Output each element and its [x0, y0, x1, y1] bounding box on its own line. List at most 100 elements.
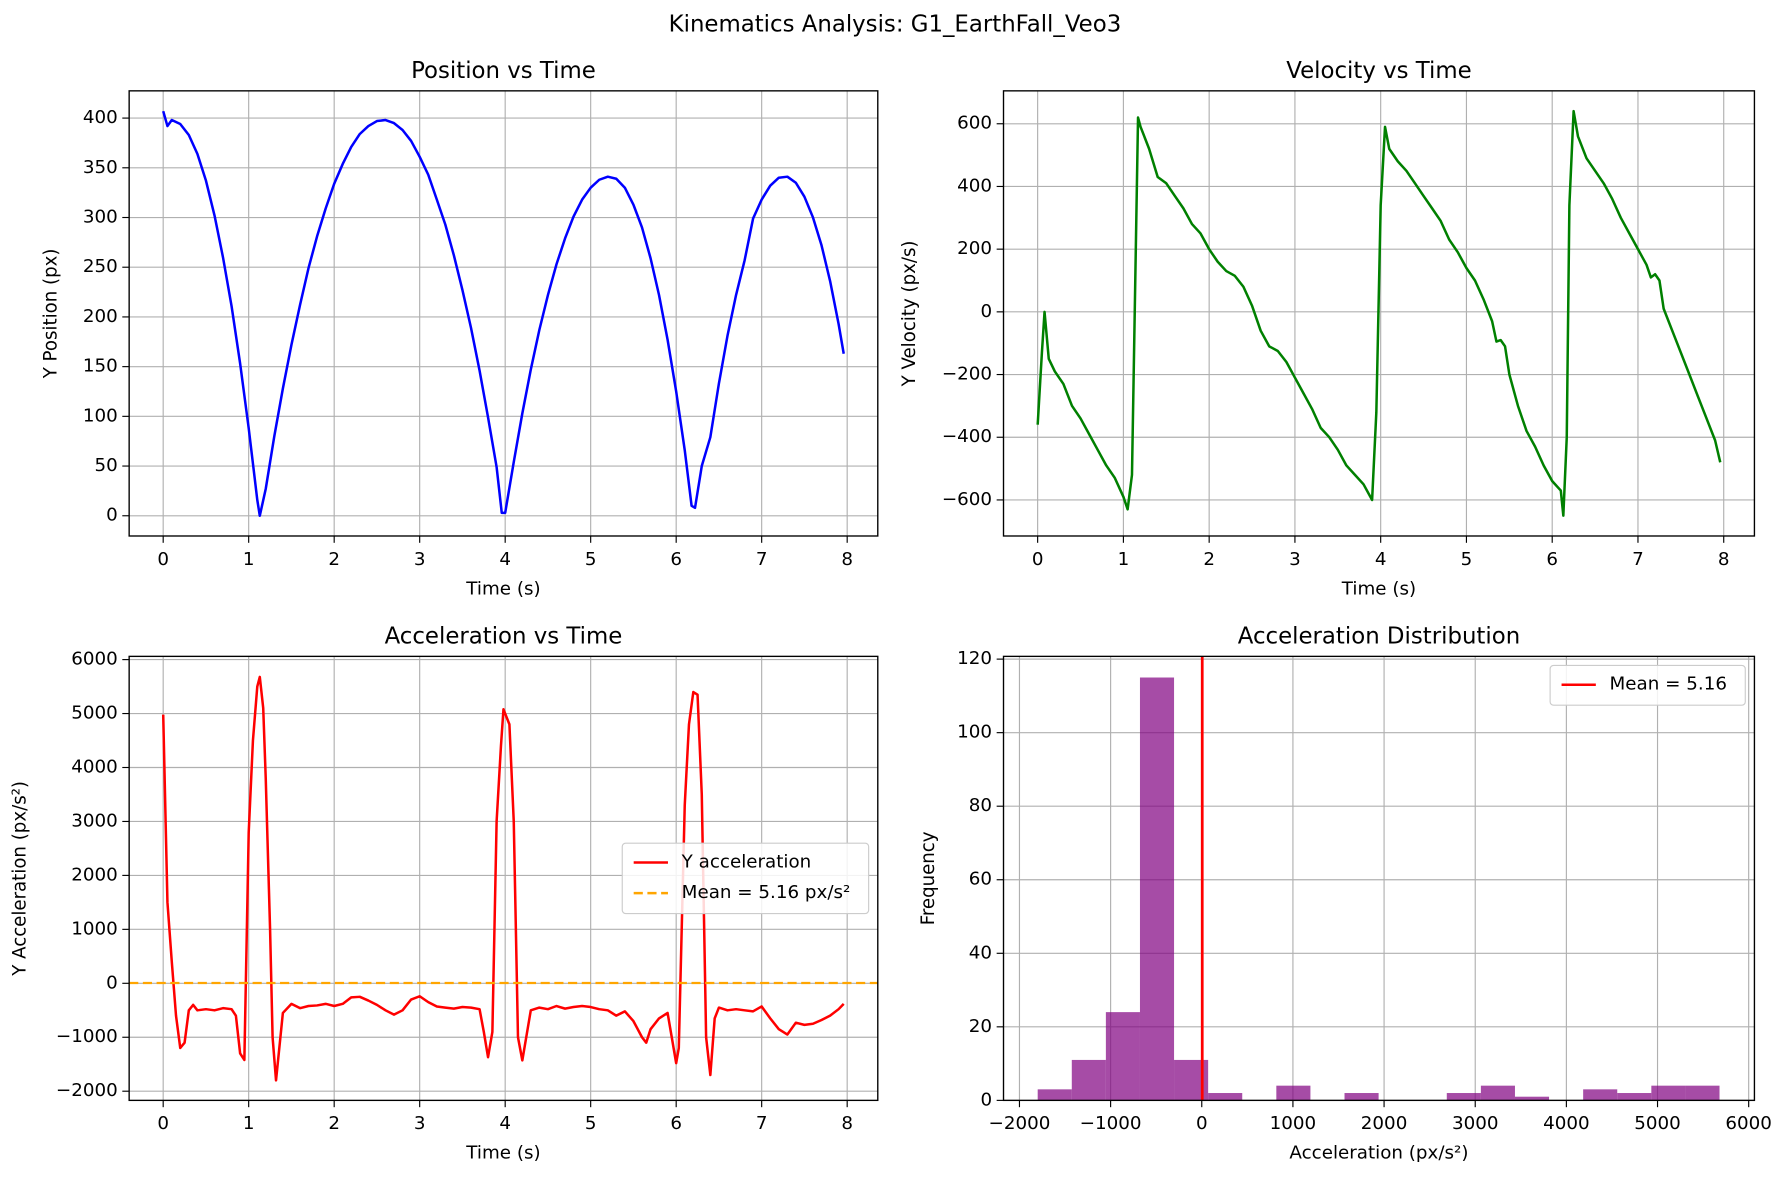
- legend-label: Mean = 5.16 px/s²: [682, 882, 851, 903]
- histogram-bar: [1276, 1085, 1311, 1101]
- histogram-bar: [1105, 1012, 1140, 1101]
- y-tick-label: 50: [94, 455, 117, 476]
- histogram-bar: [1514, 1096, 1550, 1101]
- data-line: [162, 110, 845, 518]
- axes-frame: [128, 90, 879, 537]
- x-tick-label: 4: [499, 549, 511, 570]
- y-tick-label: 0: [106, 505, 118, 526]
- y-tick-label: −1000: [56, 1026, 118, 1047]
- y-tick-label: 3000: [71, 810, 118, 831]
- y-axis-label: Y Velocity (px/s): [899, 240, 920, 387]
- legend-box: [621, 842, 870, 915]
- y-tick-label: 100: [83, 405, 118, 426]
- data-line: [161, 675, 845, 1082]
- histogram-bar: [1446, 1093, 1481, 1101]
- x-tick-label: 3: [1289, 549, 1301, 570]
- x-tick-label: 4000: [1543, 1113, 1590, 1134]
- x-tick-label: 5: [1461, 549, 1473, 570]
- histogram-bar: [1208, 1093, 1243, 1101]
- y-axis-label: Y Position (px): [40, 249, 61, 380]
- x-tick-label: −2000: [989, 1113, 1051, 1134]
- y-tick-label: 200: [83, 306, 118, 327]
- x-tick-label: 6: [670, 549, 682, 570]
- histogram-bar: [1071, 1059, 1106, 1101]
- x-axis-label: Time (s): [465, 1143, 540, 1164]
- x-axis-label: Acceleration (px/s²): [1289, 1143, 1468, 1164]
- x-tick-label: 5: [585, 549, 597, 570]
- y-tick-label: 0: [980, 1089, 992, 1110]
- x-tick-label: 2: [1203, 549, 1215, 570]
- x-tick-label: 6000: [1725, 1113, 1772, 1134]
- y-tick-label: 0: [106, 972, 118, 993]
- y-tick-label: 0: [980, 301, 992, 322]
- x-tick-label: 1000: [1270, 1113, 1317, 1134]
- x-tick-label: 3: [414, 549, 426, 570]
- y-axis-label: Y Acceleration (px/s²): [10, 781, 31, 977]
- y-tick-label: 600: [957, 113, 992, 134]
- x-tick-label: 6: [1546, 549, 1558, 570]
- x-tick-label: 4: [499, 1113, 511, 1134]
- x-tick-label: 7: [1632, 549, 1644, 570]
- x-tick-label: 5000: [1634, 1113, 1681, 1134]
- y-tick-label: 250: [83, 256, 118, 277]
- x-tick-label: 2000: [1361, 1113, 1408, 1134]
- y-tick-label: 400: [957, 175, 992, 196]
- y-tick-label: −200: [942, 364, 992, 385]
- x-tick-label: 1: [243, 549, 255, 570]
- histogram-bar: [1037, 1089, 1072, 1101]
- x-tick-label: −1000: [1080, 1113, 1142, 1134]
- figure-title: Kinematics Analysis: G1_EarthFall_Veo3: [669, 12, 1122, 38]
- data-line: [1036, 109, 1722, 517]
- x-tick-label: 0: [1032, 549, 1044, 570]
- x-tick-label: 7: [756, 1113, 768, 1134]
- x-tick-label: 8: [841, 1113, 853, 1134]
- y-tick-label: 20: [969, 1016, 992, 1037]
- legend: Y acceleration Mean = 5.16 px/s²: [621, 842, 870, 915]
- x-tick-label: 7: [756, 549, 768, 570]
- legend: Mean = 5.16: [1549, 664, 1746, 706]
- y-tick-label: 60: [969, 869, 992, 890]
- y-tick-label: 100: [957, 722, 992, 743]
- axes-title: Position vs Time: [411, 58, 596, 84]
- x-tick-label: 1: [243, 1113, 255, 1134]
- y-axis-label: Frequency: [918, 831, 939, 925]
- x-tick-label: 8: [841, 549, 853, 570]
- axes-frame: [1002, 655, 1756, 1102]
- x-tick-label: 5: [585, 1113, 597, 1134]
- x-tick-label: 8: [1718, 549, 1730, 570]
- y-tick-label: 120: [957, 648, 992, 669]
- axes-frame: [1002, 90, 1756, 537]
- histogram-bar: [1480, 1085, 1515, 1101]
- y-tick-label: −400: [942, 426, 992, 447]
- histogram-bar: [1617, 1093, 1652, 1101]
- x-tick-label: 3: [414, 1113, 426, 1134]
- x-axis-label: Time (s): [1341, 578, 1416, 599]
- axes-frame: [128, 655, 879, 1102]
- y-tick-label: 400: [83, 107, 118, 128]
- legend-label: Mean = 5.16: [1610, 674, 1727, 695]
- y-tick-label: 6000: [71, 649, 118, 670]
- axes-title: Acceleration vs Time: [385, 624, 623, 650]
- x-tick-label: 2: [328, 1113, 340, 1134]
- y-tick-label: 4000: [71, 757, 118, 778]
- y-tick-label: −2000: [56, 1080, 118, 1101]
- histogram-bar: [1344, 1093, 1379, 1101]
- y-tick-label: 300: [83, 207, 118, 228]
- y-tick-label: 2000: [71, 864, 118, 885]
- x-tick-label: 0: [1196, 1113, 1208, 1134]
- x-tick-label: 0: [157, 1113, 169, 1134]
- y-tick-label: 150: [83, 356, 118, 377]
- histogram-bar: [1139, 677, 1175, 1101]
- y-tick-label: 40: [969, 942, 992, 963]
- x-tick-label: 1: [1118, 549, 1130, 570]
- y-tick-label: 80: [969, 795, 992, 816]
- y-tick-label: 5000: [71, 703, 118, 724]
- axes-title: Velocity vs Time: [1286, 58, 1471, 84]
- y-tick-label: −600: [942, 489, 992, 510]
- y-tick-label: 350: [83, 157, 118, 178]
- histogram-bar: [1583, 1089, 1618, 1101]
- histogram-bar: [1651, 1085, 1686, 1101]
- y-tick-label: 200: [957, 238, 992, 259]
